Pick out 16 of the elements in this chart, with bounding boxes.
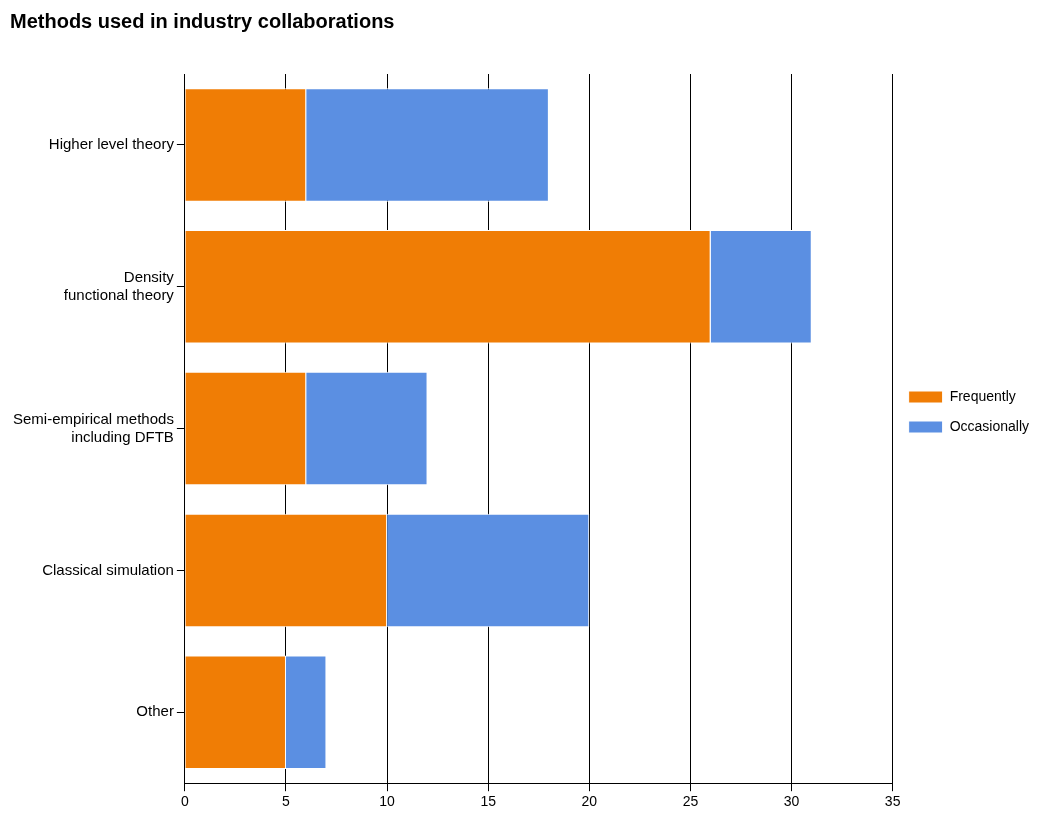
x-tick-label: 15 xyxy=(480,793,497,810)
x-tick-label: 20 xyxy=(581,793,598,810)
y-tick-label: Higher level theory xyxy=(48,135,175,153)
x-tick-label: 0 xyxy=(180,793,189,810)
x-tick-label: 10 xyxy=(379,793,396,810)
y-tick-label: Density functional theory xyxy=(63,267,175,303)
x-tick-label: 30 xyxy=(783,793,800,810)
x-tick-label: 35 xyxy=(884,793,901,810)
legend-label: Occasionally xyxy=(949,417,1030,434)
legend-label: Frequently xyxy=(949,387,1016,404)
x-tick-label: 25 xyxy=(682,793,699,810)
y-tick-label: Classical simulation xyxy=(42,560,174,578)
x-tick-label: 5 xyxy=(282,793,291,810)
y-tick-label: Semi-empirical methods including DFTB xyxy=(12,409,174,445)
chart-title: Methods used in industry collaborations xyxy=(10,9,395,32)
y-tick-label: Other xyxy=(136,702,174,720)
